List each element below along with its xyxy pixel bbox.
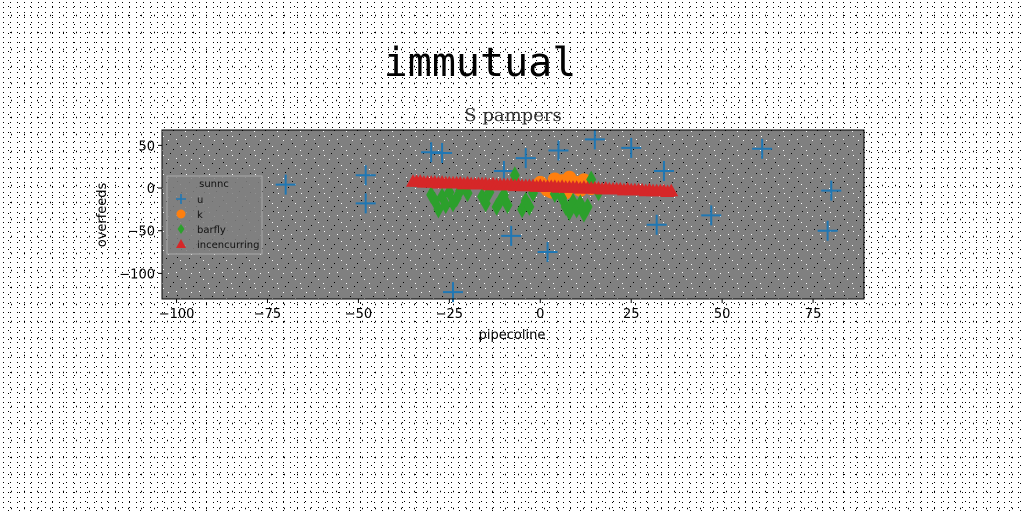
data-point — [646, 214, 667, 235]
data-point — [537, 242, 558, 263]
data-point — [515, 148, 536, 169]
legend-entry-barfly: barfly — [177, 224, 226, 236]
y-tick-label: 0 — [147, 182, 155, 197]
x-tick-label: 25 — [623, 307, 640, 322]
x-tick-label: −25 — [436, 307, 463, 322]
y-axis: 50 0 −50 −100 — [119, 139, 162, 282]
plot-area — [162, 130, 864, 299]
data-marks — [275, 129, 842, 303]
legend-label: k — [197, 210, 203, 221]
y-tick-label: 50 — [138, 139, 155, 154]
x-tick-label: −50 — [345, 307, 372, 322]
legend-title: sunnc — [199, 179, 229, 190]
x-tick-label: 0 — [536, 307, 544, 322]
data-point — [275, 174, 296, 195]
plot-noise-overlay — [162, 130, 864, 299]
x-tick-label: 50 — [714, 307, 731, 322]
series-u — [275, 129, 842, 303]
legend-entry-k: k — [176, 209, 203, 221]
data-point — [582, 197, 593, 216]
data-point — [701, 205, 722, 226]
legend-entries: uk barfly incencurring — [176, 194, 259, 251]
data-point — [355, 165, 376, 186]
data-point — [621, 137, 642, 158]
data-point — [821, 180, 842, 201]
data-point — [432, 143, 453, 164]
legend-entry-u: u — [176, 194, 203, 206]
data-point — [502, 196, 513, 215]
x-axis-label: pipecoline — [479, 328, 546, 343]
series-incencurring — [405, 174, 679, 198]
data-point — [584, 129, 605, 150]
legend-marker — [176, 194, 186, 204]
legend-label: u — [197, 195, 203, 206]
legend-marker — [176, 239, 186, 248]
data-point — [548, 140, 569, 161]
x-tick-label: 75 — [805, 307, 822, 322]
data-point — [817, 220, 838, 241]
legend-marker — [176, 209, 186, 219]
data-point — [355, 193, 376, 214]
x-axis: −100 −75 −50 −25 0 25 50 75 — [159, 299, 822, 322]
legend-label: barfly — [197, 225, 226, 236]
data-point — [501, 225, 522, 246]
legend-label: incencurring — [197, 240, 259, 251]
chart-title: S pampers — [464, 105, 561, 126]
legend-marker — [177, 224, 185, 234]
y-axis-label: overfeeds — [95, 182, 110, 247]
x-tick-label: −100 — [159, 307, 195, 322]
figure-suptitle: immutual — [384, 40, 577, 86]
data-point — [440, 196, 451, 215]
data-point — [653, 160, 674, 181]
plot-frame — [161, 129, 865, 300]
data-point — [524, 197, 535, 216]
legend-entry-incencurring: incencurring — [176, 239, 259, 251]
x-tick-label: −75 — [254, 307, 281, 322]
y-tick-label: −100 — [119, 267, 155, 282]
y-tick-label: −50 — [128, 225, 155, 240]
legend: sunnc uk barfly incencurring — [166, 175, 263, 255]
data-point — [664, 183, 679, 197]
data-point — [752, 138, 773, 159]
